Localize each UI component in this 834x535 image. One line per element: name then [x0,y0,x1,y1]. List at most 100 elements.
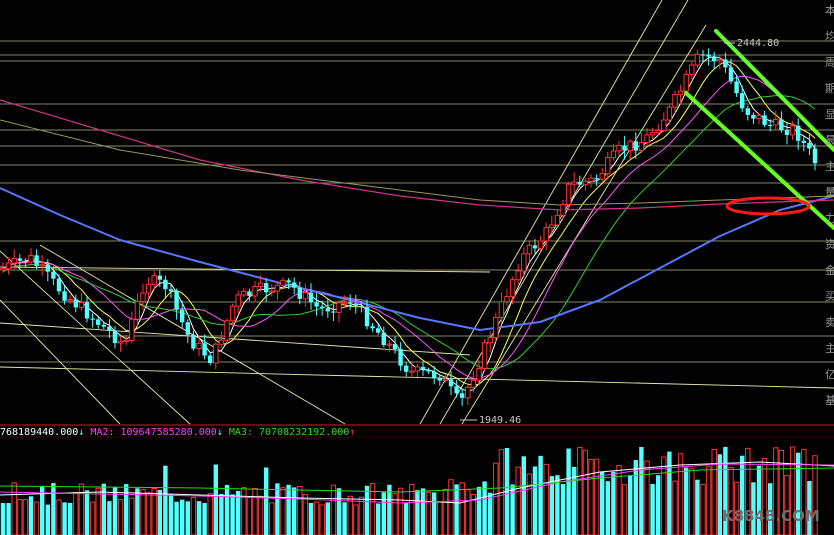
ma2-value: 109647585280.000 [120,427,216,438]
volume-bar-down [628,475,633,535]
volume-bar-up [437,501,443,535]
candle-down [96,319,101,325]
candle-up [414,366,421,372]
candle-up [470,379,477,388]
volume-bar-up [117,499,124,535]
channel-line [419,0,663,425]
candle-up [78,301,85,308]
channel-line [39,244,346,425]
volume-bar-down [650,483,655,535]
ma3-label: MA3: [229,427,253,438]
volume-bar-up [11,482,17,535]
candle-down [23,260,28,263]
volume-bar-down [376,503,381,535]
volume-bar-down [639,447,644,535]
volume-bar-down [124,484,129,535]
volume-bar-down [219,493,224,535]
candle-up [683,74,689,92]
candle-down [751,114,756,119]
candle-up [39,264,45,267]
ma-20-line [2,95,816,370]
volume-bar-down [381,492,386,535]
candle-up [235,294,241,307]
volume-bar-up [369,483,376,535]
candle-up [476,367,482,381]
downtrend-lower-line [684,91,834,230]
volume-bar-down [292,487,297,535]
candle-up [0,268,6,271]
candle-down [779,119,784,131]
volume-bar-up [56,499,62,535]
side-label: 资 [825,238,834,251]
volume-bar-down [740,455,745,535]
candle-down [84,302,90,319]
volume-bar-up [78,483,85,535]
volume-bar-down [633,460,638,535]
volume-bar-down [196,501,202,535]
candle-up [582,180,589,186]
volume-ma1-line [0,461,834,504]
volume-bar-up [257,495,264,535]
side-label: 卖 [825,316,834,329]
volume-bar-down [0,502,6,535]
volume-bar-down [40,485,45,535]
candle-up [571,181,577,185]
volume-bar-down [415,490,420,535]
candle-up [257,282,264,288]
volume-bar-up [448,479,454,535]
ma-short-line [2,56,816,392]
volume-bar-down [325,502,330,535]
candle-down [370,326,375,329]
volume-bar-down [432,492,437,535]
candle-up [649,132,656,136]
candle-up [386,343,393,346]
volume-bar-up [207,493,213,535]
volume-bar-up [33,501,40,535]
volume-bar-up [302,494,309,535]
candle-up [677,90,684,96]
volume-bar-down [101,483,106,535]
volume-bar-down [112,487,118,535]
candle-up [644,134,650,143]
volume-bar-down [342,502,347,535]
volume-bar-down [768,483,773,535]
volume-bar-down [107,501,112,535]
volume-bar-down [605,481,610,535]
volume-bar-up [89,501,96,535]
channel-line [461,24,707,425]
volume-bar-up [17,499,23,535]
volume-bar-down [236,490,241,535]
side-label: 期 [825,82,834,95]
candle-up [241,290,247,296]
volume-bar-up [644,460,650,535]
candle-down [202,343,207,356]
candle-down [297,287,302,299]
candle-down [723,59,728,68]
candle-up [151,275,157,285]
volume-bars [0,446,818,535]
volume-bar-down [555,475,560,535]
candle-up [123,339,129,343]
side-label: 金 [825,263,834,277]
ma-5-line [2,61,816,386]
volume-bar-down [135,488,140,535]
volume-bar-down [404,502,409,535]
candle-down [706,54,711,57]
side-label: 亿 [825,368,834,381]
volume-bar-up [129,497,135,535]
volume-bar-down [538,455,543,535]
candle-down [56,278,62,292]
candle-up [672,94,678,108]
volume-bar-down [454,484,459,535]
volume-bar-down [185,501,190,535]
side-label: 主 [825,342,834,355]
volume-bar-down [28,496,34,535]
candle-down [577,182,582,185]
candle-down [768,124,773,127]
channel-line [0,322,471,356]
candle-down [812,148,818,164]
volume-bar-up [672,480,678,535]
candle-up [537,240,544,249]
ma-10-line [2,75,816,380]
